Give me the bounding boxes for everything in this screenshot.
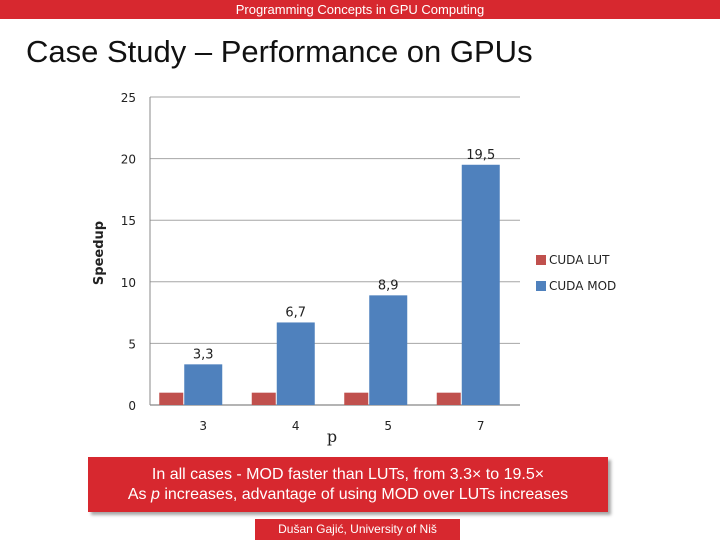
y-tick-label: 20	[121, 153, 136, 167]
x-axis-title: p	[327, 427, 337, 446]
cuda-lut-bar-5	[344, 392, 369, 405]
y-tick-label: 10	[121, 276, 136, 290]
legend-label-mod: CUDA MOD	[549, 279, 616, 293]
x-tick-label: 4	[292, 419, 300, 433]
cuda-mod-bar-7	[461, 164, 500, 405]
y-tick-label: 0	[128, 399, 136, 413]
y-axis-title: Speedup	[92, 221, 107, 285]
x-tick-label: 3	[199, 419, 207, 433]
course-header-bar: Programming Concepts in GPU Computing	[0, 0, 720, 19]
x-tick-label: 7	[477, 419, 485, 433]
data-label-4: 6,7	[285, 305, 306, 320]
cuda-lut-bar-7	[436, 392, 461, 405]
legend-swatch-mod	[536, 281, 546, 291]
cuda-mod-bar-4	[276, 322, 315, 405]
y-tick-label: 5	[128, 337, 136, 351]
author-credit: Dušan Gajić, University of Niš	[278, 522, 437, 536]
x-tick-label: 5	[384, 419, 392, 433]
cuda-lut-bar-3	[159, 392, 184, 405]
data-label-3: 3,3	[193, 347, 214, 362]
callout-line-2-variable: p	[151, 485, 160, 503]
cuda-mod-bar-5	[369, 295, 408, 405]
author-footer: Dušan Gajić, University of Niš	[255, 519, 460, 540]
course-title: Programming Concepts in GPU Computing	[235, 2, 485, 17]
legend-label-lut: CUDA LUT	[549, 253, 610, 267]
callout-line-2-pre: As	[127, 485, 151, 503]
cuda-mod-bar-3	[184, 364, 223, 405]
legend-swatch-lut	[536, 255, 546, 265]
data-label-5: 8,9	[378, 278, 399, 293]
slide-title: Case Study – Performance on GPUs	[26, 34, 533, 69]
y-tick-label: 25	[121, 91, 136, 105]
callout-line-2: As p increases, advantage of using MOD o…	[88, 485, 608, 505]
data-label-7: 19,5	[466, 148, 495, 163]
cuda-lut-bar-4	[251, 392, 276, 405]
callout-line-1: In all cases - MOD faster than LUTs, fro…	[151, 465, 545, 483]
y-tick-label: 15	[121, 214, 136, 228]
callout-line-2-post: increases, advantage of using MOD over L…	[159, 485, 569, 503]
summary-callout: In all cases - MOD faster than LUTs, fro…	[88, 457, 608, 512]
